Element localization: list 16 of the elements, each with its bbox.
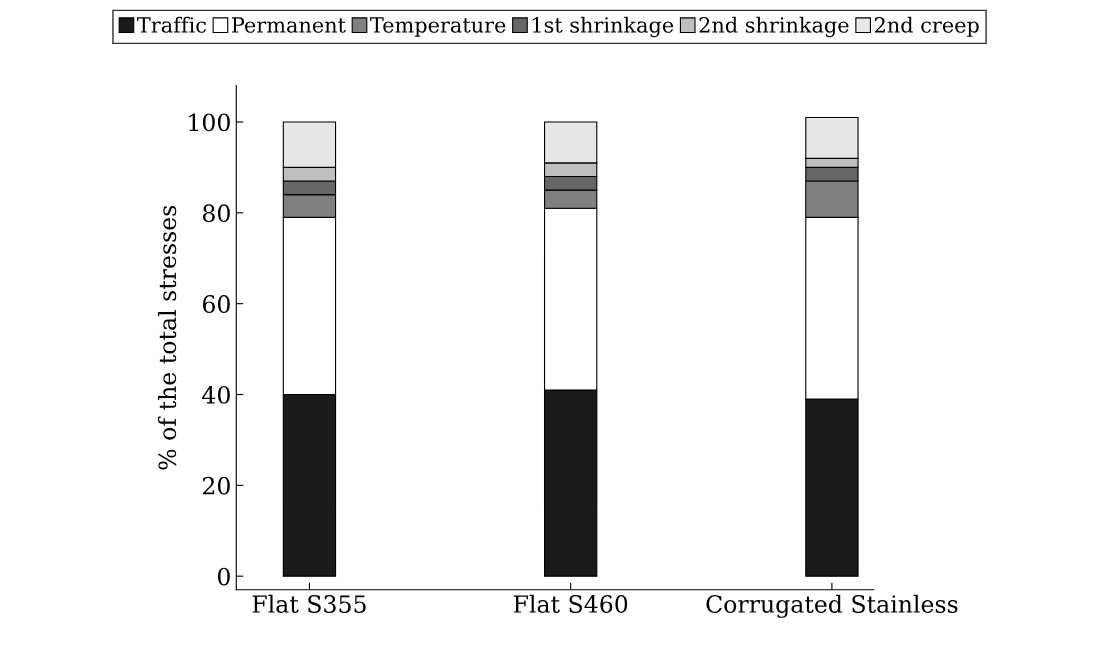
y-tick-label: 40 — [202, 385, 230, 404]
x-tick-label: Corrugated Stainless — [706, 594, 958, 618]
y-tick-label: 100 — [189, 113, 230, 132]
y-tick-label: 80 — [202, 204, 230, 223]
legend-label: Traffic — [137, 16, 206, 33]
y-tick-label: 20 — [202, 476, 230, 495]
x-tick-label: Flat S460 — [513, 594, 628, 613]
x-tick-label: Flat S355 — [252, 594, 366, 613]
legend-label: 1st shrinkage — [532, 16, 674, 38]
legend-label: Permanent — [232, 17, 346, 33]
y-tick-label: 0 — [217, 567, 230, 586]
legend-label: 2nd shrinkage — [699, 16, 849, 38]
legend-label: 2nd creep — [874, 16, 979, 37]
legend-label: Temperature — [370, 17, 506, 37]
y-tick-label: 60 — [202, 295, 230, 313]
y-axis-title: % of the total stresses — [157, 205, 177, 470]
